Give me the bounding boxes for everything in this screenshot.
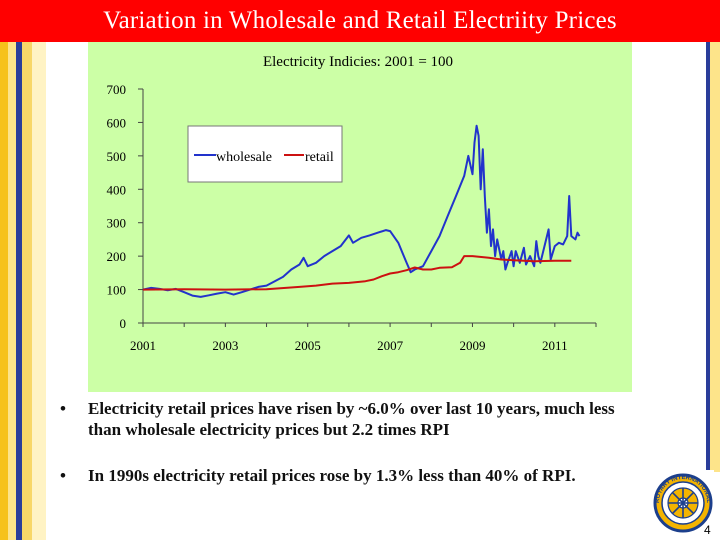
bullet-text: In 1990s electricity retail prices rose … bbox=[88, 465, 576, 485]
line-chart: Electricity Indicies: 2001 = 100 0 100 200… bbox=[107, 54, 597, 353]
bullet-item: • Electricity retail prices have risen b… bbox=[60, 398, 650, 441]
bullet-text: Electricity retail prices have risen by … bbox=[88, 399, 615, 440]
x-tick-label: 2011 bbox=[542, 338, 568, 353]
bullet-list: • Electricity retail prices have risen b… bbox=[60, 398, 650, 510]
legend-label-retail: retail bbox=[305, 150, 334, 165]
rotary-wheel-icon: ROTARY INTERNATIONAL bbox=[652, 470, 714, 536]
y-tick-label: 600 bbox=[107, 115, 127, 130]
x-tick-label: 2003 bbox=[212, 338, 238, 353]
left-decorative-stripe bbox=[0, 42, 46, 540]
chart-legend: wholesale retail bbox=[187, 125, 343, 183]
bullet-marker: • bbox=[60, 399, 66, 418]
chart-title: Electricity Indicies: 2001 = 100 bbox=[263, 54, 453, 70]
y-tick-label: 100 bbox=[107, 283, 127, 298]
series-line-retail bbox=[142, 255, 572, 291]
legend-label-wholesale: wholesale bbox=[216, 150, 272, 165]
y-tick-label: 700 bbox=[107, 82, 127, 97]
bullet-item: • In 1990s electricity retail prices ros… bbox=[60, 465, 650, 486]
y-tick-label: 0 bbox=[120, 316, 127, 331]
x-tick-label: 2001 bbox=[130, 338, 156, 353]
series-line-wholesale bbox=[142, 124, 581, 298]
x-tick-label: 2007 bbox=[377, 338, 404, 353]
y-tick-label: 200 bbox=[107, 249, 127, 264]
x-tick-label: 2005 bbox=[295, 338, 321, 353]
right-decorative-stripe bbox=[700, 42, 720, 472]
bullet-marker: • bbox=[60, 465, 66, 485]
y-tick-label: 500 bbox=[107, 149, 127, 164]
chart-panel: Electricity Indicies: 2001 = 100 0 100 200… bbox=[88, 42, 632, 392]
x-tick-label: 2009 bbox=[459, 338, 485, 353]
y-tick-label: 300 bbox=[107, 216, 127, 231]
page-number: 4 bbox=[704, 523, 711, 537]
slide-title: Variation in Wholesale and Retail Electr… bbox=[0, 0, 720, 42]
y-tick-label: 400 bbox=[107, 182, 127, 197]
